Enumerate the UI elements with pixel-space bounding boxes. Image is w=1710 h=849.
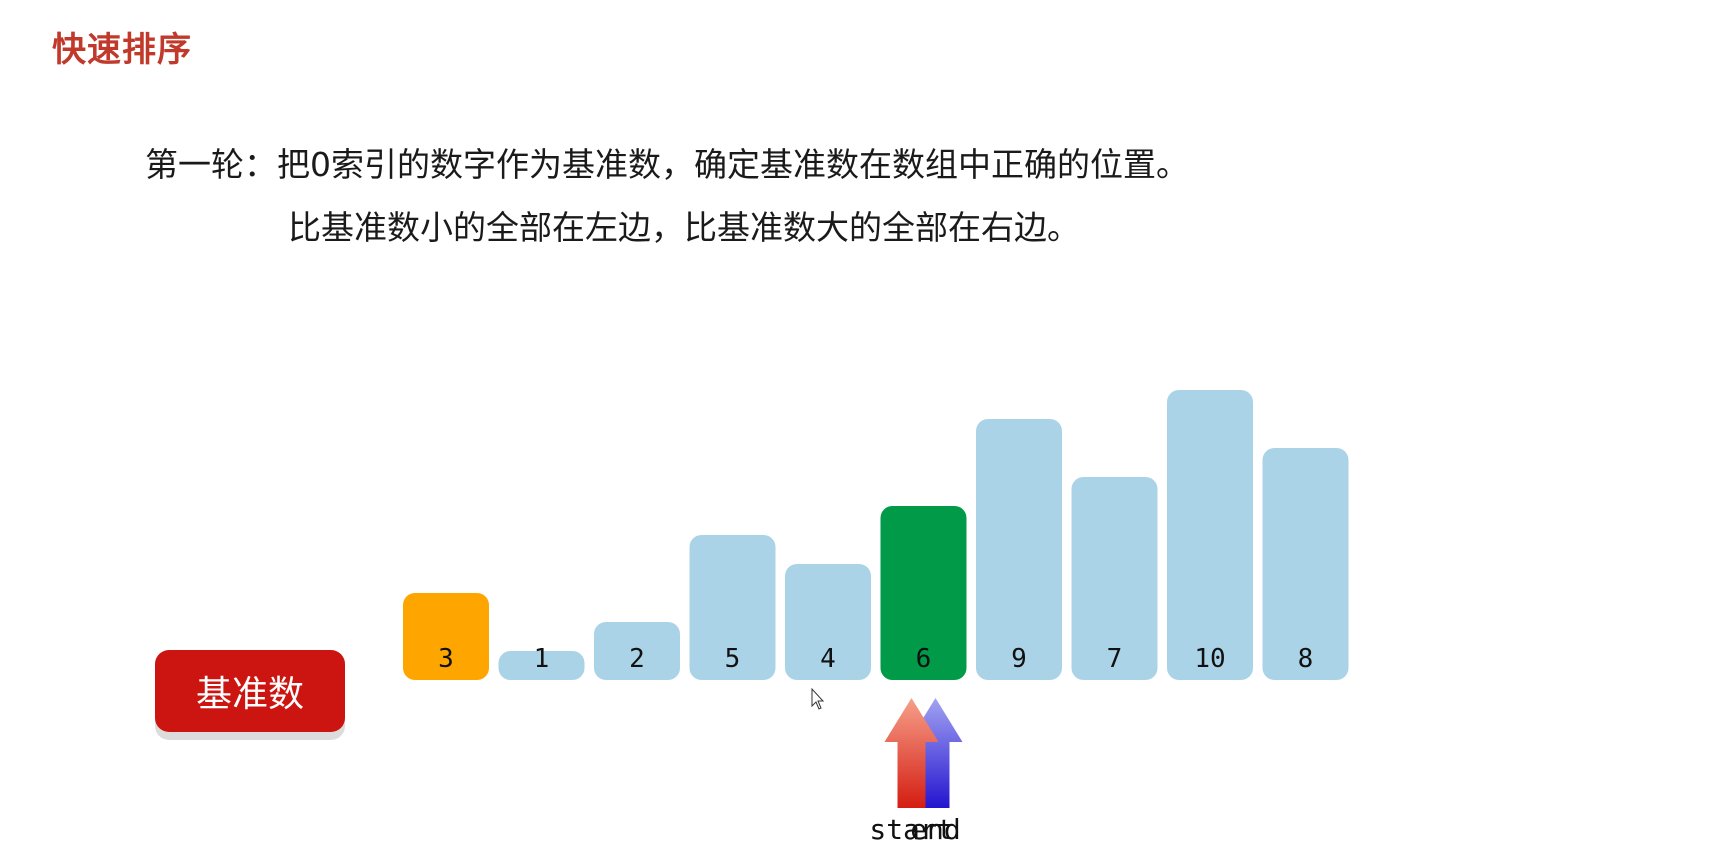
array-bar-value-4: 4 — [820, 644, 836, 674]
array-bar-3 — [689, 535, 776, 680]
end-pointer-label: end — [910, 813, 961, 846]
array-bar-value-0: 3 — [438, 644, 454, 674]
start-pointer-arrow-icon — [884, 698, 939, 808]
page-title: 快速排序 — [52, 30, 192, 70]
array-bar-0 — [403, 593, 489, 680]
array-bar-1 — [498, 651, 585, 680]
array-bar-2 — [594, 622, 680, 680]
pivot-badge: 基准数 — [155, 650, 345, 732]
array-bar-value-7: 7 — [1107, 644, 1123, 674]
array-bar-value-9: 8 — [1298, 644, 1314, 674]
mouse-cursor-icon — [811, 687, 825, 710]
array-bar-value-3: 5 — [725, 644, 741, 674]
array-bar-7 — [1071, 477, 1158, 680]
array-bar-value-8: 10 — [1194, 644, 1225, 674]
array-bar-6 — [976, 419, 1062, 680]
array-bar-value-2: 2 — [629, 644, 645, 674]
start-pointer-label: start — [869, 813, 953, 846]
array-bar-5 — [880, 506, 967, 680]
array-bar-9 — [1262, 448, 1349, 680]
array-bar-value-6: 9 — [1011, 644, 1027, 674]
array-bar-4 — [785, 564, 871, 680]
description-line-2: 比基准数小的全部在左边，比基准数大的全部在右边。 — [288, 208, 1080, 247]
array-bar-value-1: 1 — [534, 644, 550, 674]
array-bar-value-5: 6 — [916, 644, 932, 674]
description-line-1: 第一轮：把0索引的数字作为基准数，确定基准数在数组中正确的位置。 — [145, 145, 1189, 184]
array-bar-8 — [1167, 390, 1253, 680]
